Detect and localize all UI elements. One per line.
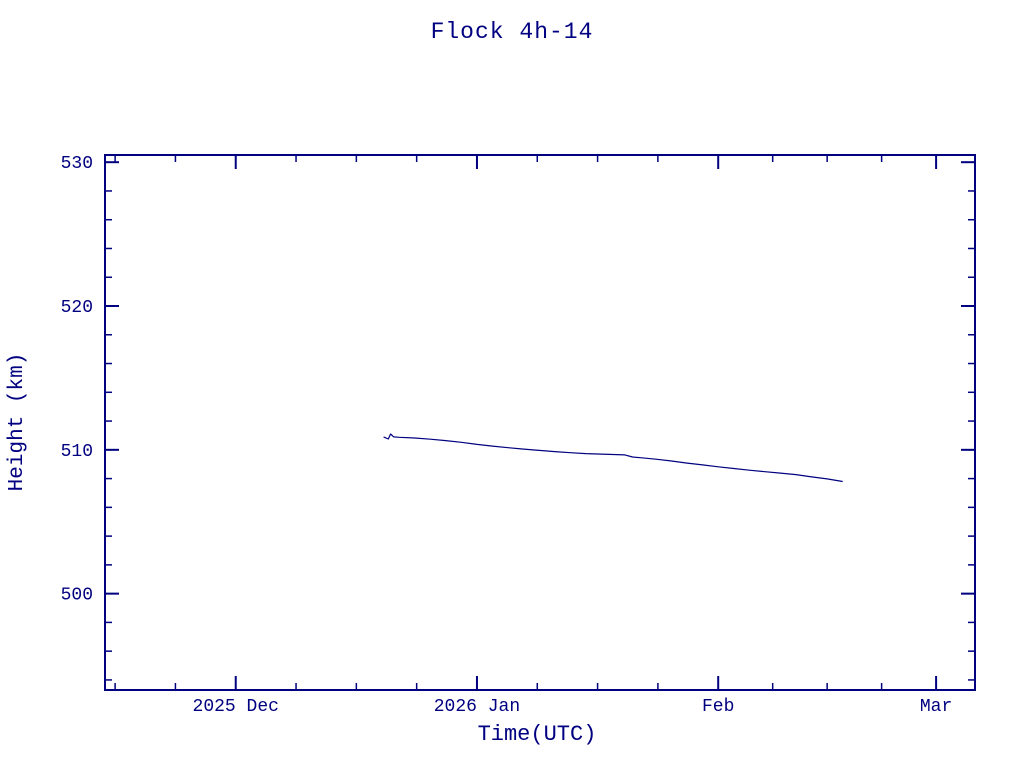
x-axis-label: Time(UTC) bbox=[478, 722, 597, 747]
y-tick-label: 510 bbox=[61, 442, 93, 462]
x-tick-label: Feb bbox=[702, 697, 734, 717]
chart-title: Flock 4h-14 bbox=[431, 19, 594, 45]
x-tick-label: 2026 Jan bbox=[434, 697, 520, 717]
height-data-line bbox=[383, 433, 843, 483]
y-tick-label: 500 bbox=[61, 586, 93, 606]
x-tick-label: 2025 Dec bbox=[193, 697, 279, 717]
data-series bbox=[383, 433, 843, 483]
y-axis-label: Height (km) bbox=[6, 353, 29, 492]
tick-labels: 500 510 520 530 2025 Dec 2026 Jan Feb Mar bbox=[61, 154, 953, 717]
y-tick-label: 530 bbox=[61, 154, 93, 174]
y-axis-ticks bbox=[105, 161, 975, 681]
plot-border bbox=[104, 154, 976, 691]
y-tick-label: 520 bbox=[61, 298, 93, 318]
x-axis-ticks bbox=[114, 155, 938, 690]
x-tick-label: Mar bbox=[920, 697, 952, 717]
